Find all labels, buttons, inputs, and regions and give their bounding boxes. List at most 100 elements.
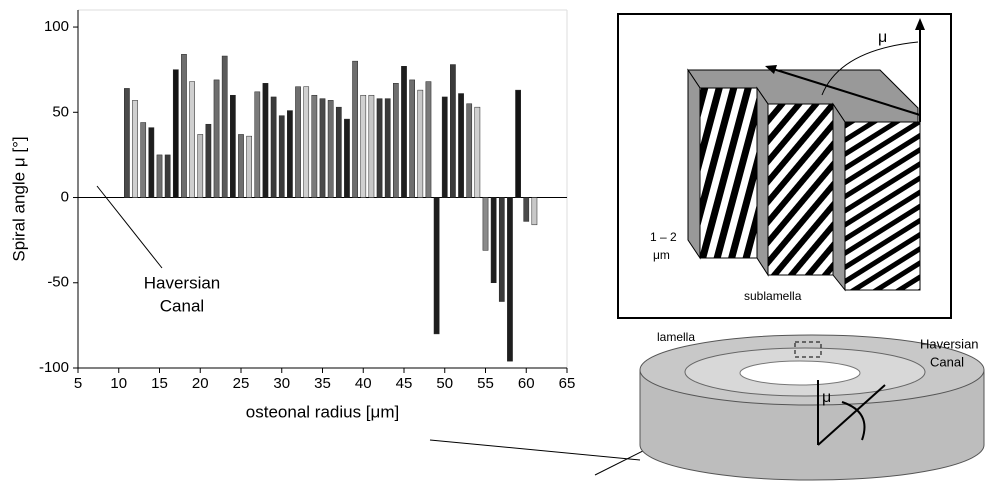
x-tick-label: 65 bbox=[559, 375, 576, 392]
bar bbox=[132, 100, 138, 198]
bar bbox=[278, 115, 285, 198]
diagram-label: μm bbox=[653, 248, 670, 262]
sublamella-2 bbox=[767, 103, 834, 276]
canal bbox=[739, 360, 861, 386]
bar bbox=[515, 89, 521, 198]
diagram-label: Haversian bbox=[920, 336, 979, 351]
side-face bbox=[756, 86, 769, 277]
bar bbox=[148, 127, 155, 198]
bar bbox=[181, 54, 187, 198]
plot: -100 -50 0 50 100 5 10 15 20 25 30 35 40 45 50 55 60 65 os… bbox=[9, 9, 576, 421]
x-tick-label: 5 bbox=[74, 375, 82, 392]
bar bbox=[221, 55, 228, 198]
x-tick-label: 15 bbox=[151, 375, 168, 392]
bar bbox=[531, 197, 538, 226]
bar bbox=[295, 86, 301, 198]
bar bbox=[352, 60, 358, 198]
bar bbox=[344, 118, 350, 198]
bar bbox=[401, 66, 407, 198]
bar bbox=[433, 197, 440, 335]
diagram-label: lamella bbox=[657, 330, 695, 344]
annotation-pointer bbox=[96, 185, 163, 269]
bar bbox=[384, 98, 391, 198]
bar bbox=[287, 110, 293, 198]
bar bbox=[417, 89, 424, 198]
bar bbox=[327, 100, 334, 198]
bar bbox=[254, 91, 261, 198]
bar bbox=[498, 197, 505, 302]
x-tick-label: 25 bbox=[233, 375, 250, 392]
bar bbox=[490, 197, 497, 284]
x-axis-label: osteonal radius [μm] bbox=[246, 402, 399, 421]
arrowhead bbox=[915, 18, 925, 30]
bar bbox=[507, 197, 513, 362]
y-tick-label: 50 bbox=[52, 103, 69, 120]
bar bbox=[230, 94, 236, 198]
bar bbox=[368, 94, 375, 198]
annotation: Haversian bbox=[144, 273, 221, 292]
bar bbox=[213, 79, 220, 198]
bar bbox=[246, 135, 253, 198]
bar bbox=[523, 197, 530, 222]
bar bbox=[197, 134, 204, 198]
annotation-bg bbox=[115, 270, 285, 340]
angle-arc bbox=[821, 41, 919, 96]
diagram: μ 1 – 2 μm sublamella μ lamella Haversia… bbox=[429, 13, 985, 481]
diagram-label: μ bbox=[822, 389, 831, 406]
bar bbox=[189, 81, 195, 198]
sublamella-3 bbox=[844, 121, 921, 291]
bar bbox=[425, 81, 432, 198]
x-tick-label: 50 bbox=[436, 375, 453, 392]
side-face bbox=[832, 102, 846, 292]
diagram-label: Canal bbox=[930, 354, 964, 369]
diagram-label: 1 – 2 bbox=[650, 230, 677, 244]
bar bbox=[140, 122, 147, 198]
fiber-line bbox=[817, 384, 886, 446]
x-tick-label: 35 bbox=[314, 375, 331, 392]
bar bbox=[474, 106, 481, 198]
bar bbox=[172, 69, 179, 198]
bar bbox=[409, 79, 415, 198]
side-face bbox=[687, 68, 701, 260]
x-tick-label: 55 bbox=[477, 375, 494, 392]
leader-line bbox=[429, 439, 641, 461]
bar bbox=[303, 86, 310, 198]
annotation: Canal bbox=[160, 296, 204, 315]
bar bbox=[360, 94, 367, 198]
y-tick-label: -50 bbox=[47, 274, 69, 291]
x-tick-label: 60 bbox=[518, 375, 535, 392]
y-tick-label: -100 bbox=[39, 359, 69, 376]
bar bbox=[311, 94, 318, 198]
diagram-label: μ bbox=[878, 29, 887, 46]
bar bbox=[319, 98, 326, 198]
x-tick-label: 30 bbox=[273, 375, 290, 392]
x-tick-label: 10 bbox=[110, 375, 127, 392]
bar bbox=[205, 123, 212, 198]
bar bbox=[376, 98, 383, 198]
fiber-arrow bbox=[769, 67, 921, 116]
angle-arc bbox=[841, 401, 866, 441]
bar bbox=[156, 154, 163, 198]
bar bbox=[262, 83, 269, 198]
bar bbox=[441, 96, 448, 198]
bar bbox=[450, 64, 456, 198]
y-axis-label: Spiral angle μ [°] bbox=[9, 136, 28, 261]
bar bbox=[393, 83, 399, 198]
arrowhead bbox=[765, 65, 777, 74]
y-tick-label: 100 bbox=[44, 18, 69, 35]
bar bbox=[270, 96, 277, 198]
bar bbox=[164, 154, 171, 198]
bar bbox=[238, 134, 244, 198]
x-tick-label: 40 bbox=[355, 375, 372, 392]
x-tick-label: 20 bbox=[192, 375, 209, 392]
bar bbox=[466, 103, 473, 198]
bar bbox=[124, 88, 130, 198]
bar bbox=[458, 93, 464, 198]
x-tick-label: 45 bbox=[396, 375, 413, 392]
sublamella-1 bbox=[699, 87, 758, 259]
bar bbox=[482, 197, 489, 251]
y-tick-label: 0 bbox=[61, 188, 69, 205]
bar bbox=[335, 106, 342, 198]
diagram-label: sublamella bbox=[744, 289, 802, 303]
